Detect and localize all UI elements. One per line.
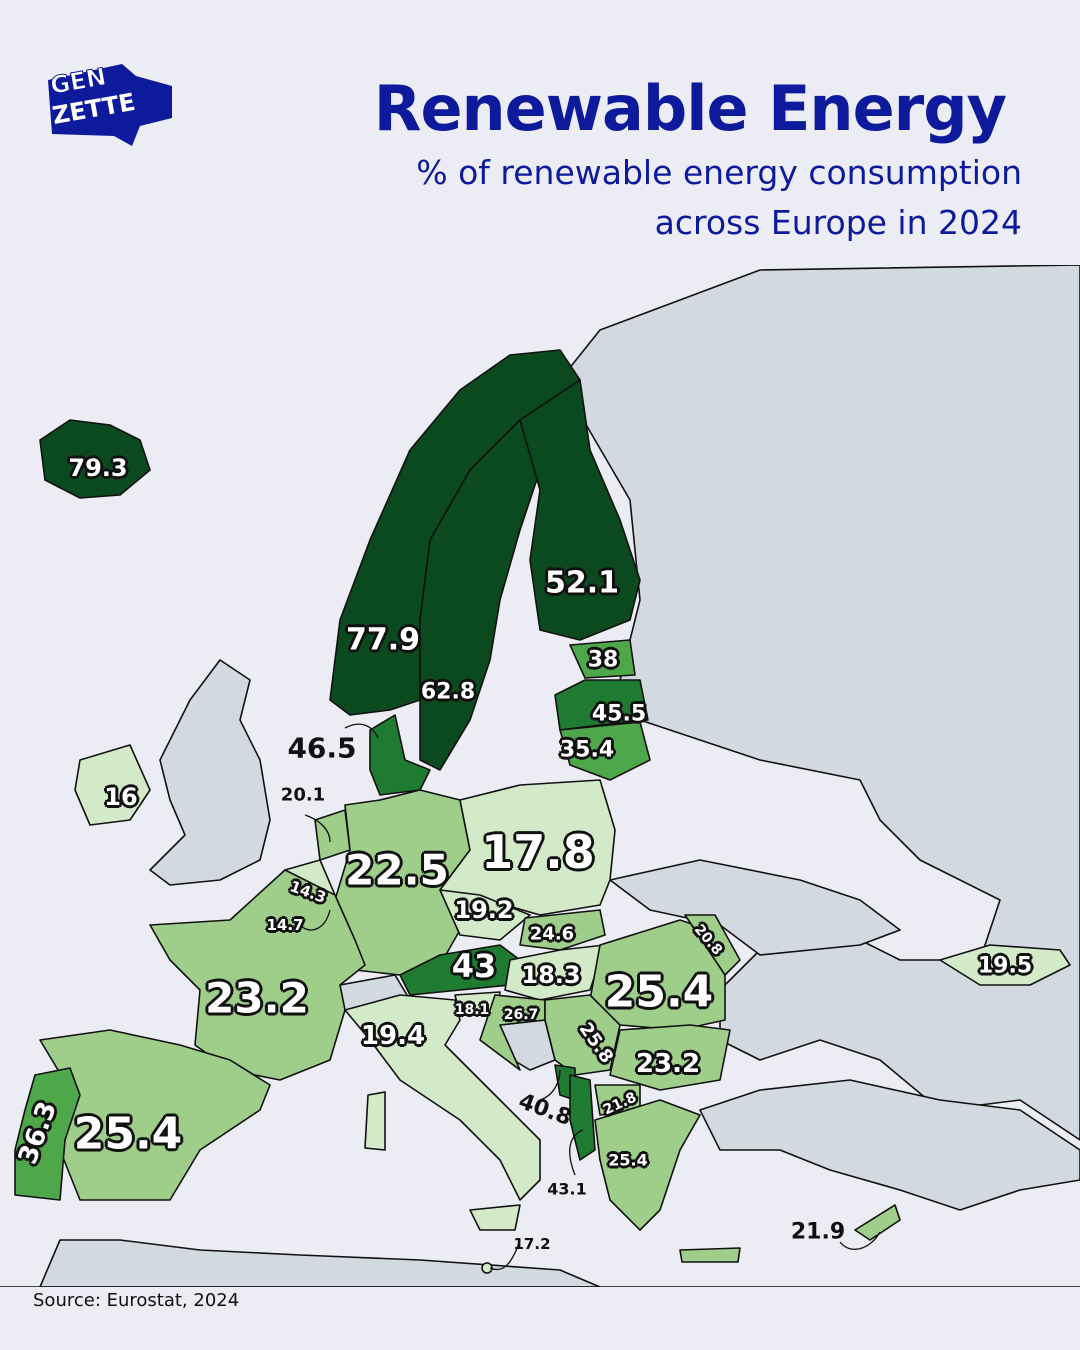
hungary xyxy=(504,944,606,1001)
label-greece: 25.4 xyxy=(608,1150,648,1170)
label-france: 23.2 xyxy=(205,973,309,1023)
label-bulgaria: 23.2 xyxy=(635,1049,701,1079)
north-africa xyxy=(39,1239,601,1287)
subtitle-line-1: % of renewable energy consumption xyxy=(416,153,1022,192)
sweden xyxy=(419,419,541,771)
label-estonia: 38 xyxy=(587,647,619,673)
label-lithuania: 35.4 xyxy=(559,737,615,763)
label-sweden: 62.8 xyxy=(420,679,476,705)
serbia xyxy=(544,994,621,1076)
moldova xyxy=(684,914,741,976)
label-cyprus: 21.9 xyxy=(790,1219,846,1245)
italy xyxy=(344,994,541,1201)
label-poland: 17.8 xyxy=(481,825,595,879)
estonia xyxy=(569,639,636,679)
slovakia xyxy=(519,909,606,951)
label-italy: 19.4 xyxy=(360,1021,426,1051)
leader-lines xyxy=(299,723,881,1271)
label-spain: 25.4 xyxy=(73,1108,183,1160)
label-georgia: 19.5 xyxy=(977,953,1033,979)
denmark xyxy=(369,714,431,796)
label-slovenia: 18.1 xyxy=(454,1002,490,1018)
label-austria: 43 xyxy=(451,947,497,985)
label-netherlands: 20.1 xyxy=(280,784,326,806)
albania xyxy=(569,1074,596,1161)
ireland xyxy=(74,744,151,826)
finland xyxy=(519,379,641,641)
label-luxembourg: 14.7 xyxy=(266,916,304,934)
ukraine xyxy=(609,859,901,956)
label-germany: 22.5 xyxy=(345,845,449,895)
czechia xyxy=(439,889,531,941)
portugal xyxy=(14,1067,81,1201)
sardinia xyxy=(364,1091,386,1151)
bulgaria xyxy=(609,1024,731,1091)
page-title: Renewable Energy xyxy=(373,72,1007,145)
iceland xyxy=(39,419,151,499)
label-malta: 17.2 xyxy=(513,1235,551,1253)
label-romania: 25.4 xyxy=(604,966,714,1018)
great-britain xyxy=(149,659,271,886)
turkey xyxy=(699,1079,1080,1211)
label-finland: 52.1 xyxy=(544,565,620,601)
label-czechia: 19.2 xyxy=(454,896,514,924)
subtitle: % of renewable energy consumption across… xyxy=(416,148,1022,248)
label-latvia: 45.5 xyxy=(591,701,647,727)
genzette-logo: GEN ZETTE xyxy=(48,62,172,146)
cyprus xyxy=(854,1204,901,1241)
crete xyxy=(679,1247,741,1263)
poland xyxy=(439,779,616,916)
label-norway: 77.9 xyxy=(345,622,421,658)
georgia xyxy=(939,944,1071,986)
label-slovakia: 24.6 xyxy=(529,923,575,945)
malta xyxy=(481,1262,493,1274)
label-denmark: 46.5 xyxy=(287,731,357,765)
label-albania: 43.1 xyxy=(547,1179,587,1199)
sicily xyxy=(469,1204,521,1231)
source-note: Source: Eurostat, 2024 xyxy=(33,1290,240,1311)
europe-map xyxy=(0,265,1080,1287)
subtitle-line-2: across Europe in 2024 xyxy=(654,203,1022,242)
label-ireland: 16 xyxy=(104,783,138,811)
label-iceland: 79.3 xyxy=(68,454,128,482)
label-croatia: 26.7 xyxy=(503,1007,539,1023)
lithuania xyxy=(559,721,651,781)
label-hungary: 18.3 xyxy=(521,961,581,989)
greece xyxy=(594,1099,701,1231)
